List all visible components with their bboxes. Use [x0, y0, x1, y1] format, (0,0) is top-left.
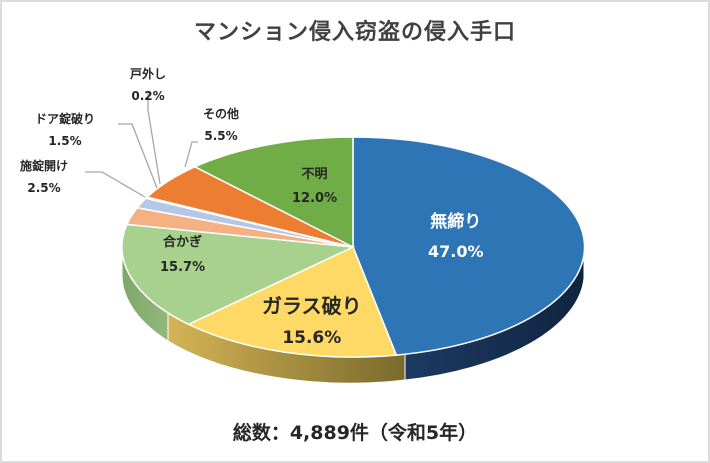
label-mushimari: 無締り 47.0% [428, 207, 484, 267]
slice-top-1 [186, 245, 398, 358]
label-mushimari-value: 47.0% [428, 242, 484, 261]
label-togai-name: 戸外し [130, 67, 167, 81]
label-fumei-name: 不明 [301, 167, 328, 182]
label-aikagi: 合かぎ 15.7% [160, 230, 205, 280]
label-aikagi-value: 15.7% [160, 260, 206, 275]
label-door: ドア錠破り 1.5% [35, 108, 95, 152]
chart-title: マンション侵入窃盗の侵入手口 [193, 20, 516, 45]
label-door-value: 1.5% [48, 134, 82, 148]
leader-line-togai [147, 92, 161, 185]
leader-line-door [118, 123, 158, 189]
label-sejo-value: 2.5% [27, 181, 61, 195]
label-sonota-name: その他 [203, 107, 240, 121]
leader-line-sejo [85, 171, 146, 198]
label-garasu-value: 15.6% [282, 328, 342, 348]
pie-top-surface [121, 136, 586, 358]
label-fumei-value: 12.0% [292, 191, 338, 206]
label-garasu: ガラス破り 15.6% [262, 290, 362, 354]
chart-footer-total: 総数：4,889件（令和5年） [232, 422, 478, 444]
label-mushimari-name: 無締り [430, 212, 482, 232]
label-sejo: 施錠開け 2.5% [20, 155, 68, 199]
label-togai: 戸外し 0.2% [130, 63, 166, 107]
label-sejo-name: 施錠開け [20, 159, 69, 173]
label-sonota-value: 5.5% [204, 129, 238, 143]
slice-top-2 [121, 223, 356, 326]
label-sonota: その他 5.5% [203, 103, 239, 147]
leader-lines [85, 92, 198, 198]
slice-top-7 [193, 136, 354, 249]
label-garasu-name: ガラス破り [262, 294, 362, 318]
slice-top-0 [352, 136, 586, 356]
label-togai-value: 0.2% [131, 89, 165, 103]
leader-line-sonota [184, 141, 198, 168]
label-aikagi-name: 合かぎ [163, 235, 203, 250]
label-door-name: ドア錠破り [35, 112, 96, 126]
label-fumei: 不明 12.0% [292, 163, 337, 211]
